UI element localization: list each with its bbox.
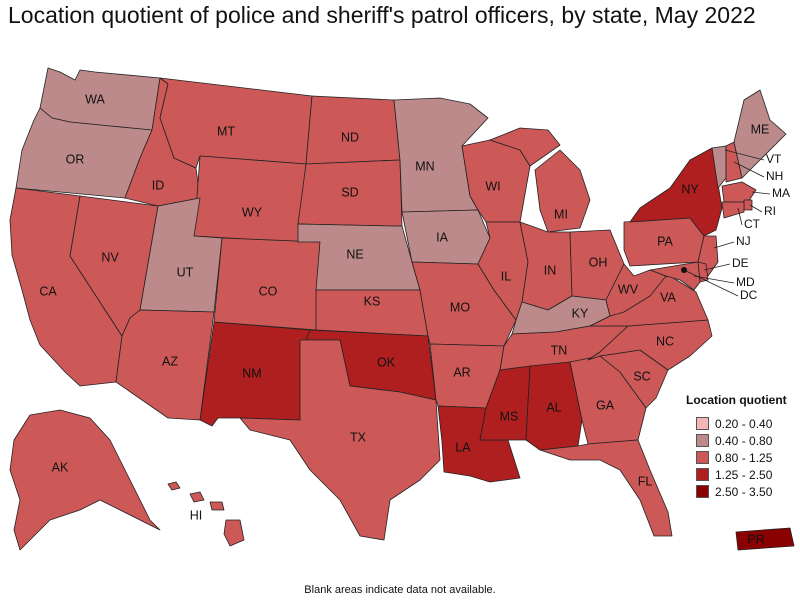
state-label-nc: NC <box>656 334 674 348</box>
state-md[interactable] <box>649 261 701 291</box>
state-label-co: CO <box>259 284 278 298</box>
state-ny[interactable] <box>629 147 723 237</box>
legend-item: 1.25 - 2.50 <box>686 466 787 483</box>
state-mt[interactable] <box>159 77 313 169</box>
state-ma[interactable] <box>721 181 757 203</box>
state-label-ia: IA <box>436 230 448 244</box>
legend-label: 0.40 - 0.80 <box>715 433 773 448</box>
legend-swatch <box>696 417 709 430</box>
state-label-mo: MO <box>450 300 470 314</box>
state-label-ma: MA <box>772 186 790 200</box>
legend-item: 2.50 - 3.50 <box>686 483 787 500</box>
state-ri[interactable] <box>743 199 753 211</box>
state-label-ca: CA <box>39 284 57 298</box>
state-label-pa: PA <box>657 234 673 248</box>
legend-label: 2.50 - 3.50 <box>715 484 773 499</box>
state-label-wv: WV <box>618 282 639 296</box>
state-label-ok: OK <box>377 355 396 369</box>
legend-item: 0.80 - 1.25 <box>686 449 787 466</box>
footnote: Blank areas indicate data not available. <box>304 584 496 596</box>
state-label-de: DE <box>732 256 749 270</box>
leader-line-md <box>693 275 735 284</box>
legend-swatch <box>696 468 709 481</box>
state-wy[interactable] <box>193 155 307 243</box>
state-label-ct: CT <box>744 217 761 231</box>
state-label-fl: FL <box>638 474 653 488</box>
leader-line-nh <box>733 161 765 178</box>
state-mi[interactable] <box>489 127 591 233</box>
state-label-dc: DC <box>740 288 758 302</box>
state-label-oh: OH <box>589 255 608 269</box>
state-label-ut: UT <box>177 265 194 279</box>
leader-line-de <box>703 263 731 271</box>
legend-title: Location quotient <box>686 393 787 407</box>
state-hi[interactable] <box>167 481 245 547</box>
state-label-ak: AK <box>52 460 69 474</box>
state-label-nh: NH <box>766 169 783 183</box>
state-label-wy: WY <box>242 205 263 219</box>
legend: Location quotient 0.20 - 0.40 0.40 - 0.80… <box>686 393 787 500</box>
state-label-wi: WI <box>485 179 500 193</box>
state-label-nd: ND <box>341 130 359 144</box>
legend-swatch <box>696 485 709 498</box>
legend-item: 0.40 - 0.80 <box>686 432 787 449</box>
legend-swatch <box>696 434 709 447</box>
legend-item: 0.20 - 0.40 <box>686 415 787 432</box>
leader-line-nj <box>713 241 735 249</box>
state-ct[interactable] <box>721 201 745 219</box>
state-label-mt: MT <box>217 124 235 138</box>
state-label-sc: SC <box>633 369 650 383</box>
state-label-tn: TN <box>551 343 568 357</box>
state-label-ar: AR <box>453 365 470 379</box>
leader-line-vt <box>724 149 765 161</box>
legend-swatch <box>696 451 709 464</box>
state-label-hi: HI <box>190 508 203 522</box>
state-label-ri: RI <box>764 204 776 218</box>
state-label-in: IN <box>544 263 557 277</box>
state-label-me: ME <box>751 122 770 136</box>
state-label-nm: NM <box>242 366 261 380</box>
legend-label: 0.80 - 1.25 <box>715 450 773 465</box>
legend-label: 0.20 - 0.40 <box>715 416 773 431</box>
state-label-tx: TX <box>350 430 367 444</box>
state-label-md: MD <box>736 275 755 289</box>
state-label-mn: MN <box>415 159 434 173</box>
state-label-nj: NJ <box>736 234 751 248</box>
state-label-il: IL <box>501 269 511 283</box>
state-label-al: AL <box>546 400 561 414</box>
state-pr[interactable] <box>735 527 795 551</box>
leader-line-ri <box>749 204 763 213</box>
state-label-ga: GA <box>596 398 615 412</box>
state-label-id: ID <box>152 178 165 192</box>
state-label-pr: PR <box>747 532 764 546</box>
state-label-az: AZ <box>162 354 178 368</box>
leader-line-dc <box>683 269 739 297</box>
state-ak[interactable] <box>9 409 161 551</box>
state-nc[interactable] <box>587 319 713 371</box>
state-fl[interactable] <box>539 439 673 537</box>
state-az[interactable] <box>115 309 215 421</box>
state-tx[interactable] <box>239 339 441 541</box>
state-label-or: OR <box>66 152 85 166</box>
state-label-vt: VT <box>766 152 782 166</box>
leader-line-ma <box>751 191 771 195</box>
state-label-ny: NY <box>681 182 699 196</box>
state-label-mi: MI <box>554 207 568 221</box>
state-label-wa: WA <box>85 92 105 106</box>
state-label-nv: NV <box>101 250 119 264</box>
dc-marker <box>681 267 687 273</box>
map-title: Location quotient of police and sheriff'… <box>8 2 756 28</box>
state-label-sd: SD <box>341 185 358 199</box>
state-label-ms: MS <box>500 409 519 423</box>
state-label-la: LA <box>455 440 471 454</box>
state-label-ks: KS <box>364 294 381 308</box>
state-label-ne: NE <box>346 247 363 261</box>
state-label-va: VA <box>660 290 676 304</box>
leader-line-ct <box>737 207 743 226</box>
legend-label: 1.25 - 2.50 <box>715 467 773 482</box>
state-label-ky: KY <box>572 306 589 320</box>
